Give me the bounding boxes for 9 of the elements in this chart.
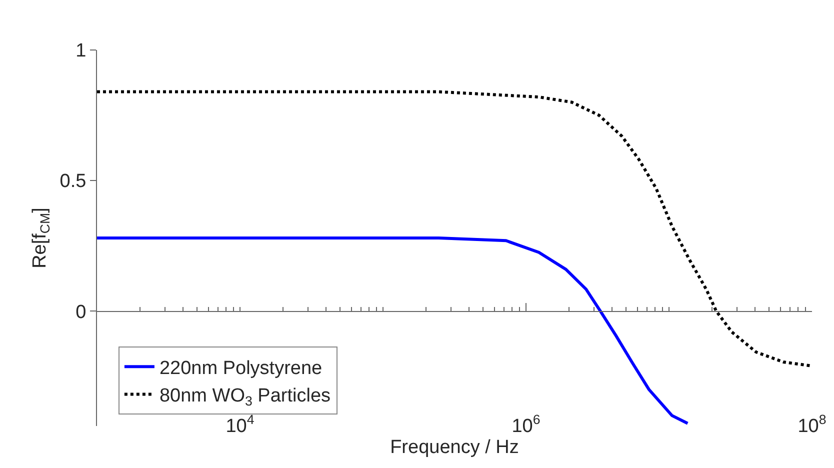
y-tick-label: 0.5 xyxy=(60,171,86,192)
x-axis-title: Frequency / Hz xyxy=(390,437,519,458)
x-tick-label: 10$^{8}$ xyxy=(798,412,826,437)
x-tick-label: 10$^{4}$ xyxy=(226,412,254,437)
y-tick-label: 0 xyxy=(76,302,86,323)
y-tick-label: 1 xyxy=(76,40,86,62)
legend-label: 220nm Polystyrene xyxy=(159,358,322,379)
x-tick-label: 10$^{6}$ xyxy=(512,412,540,437)
legend-label: 80nm WO$_{3}$ Particles xyxy=(159,386,331,409)
